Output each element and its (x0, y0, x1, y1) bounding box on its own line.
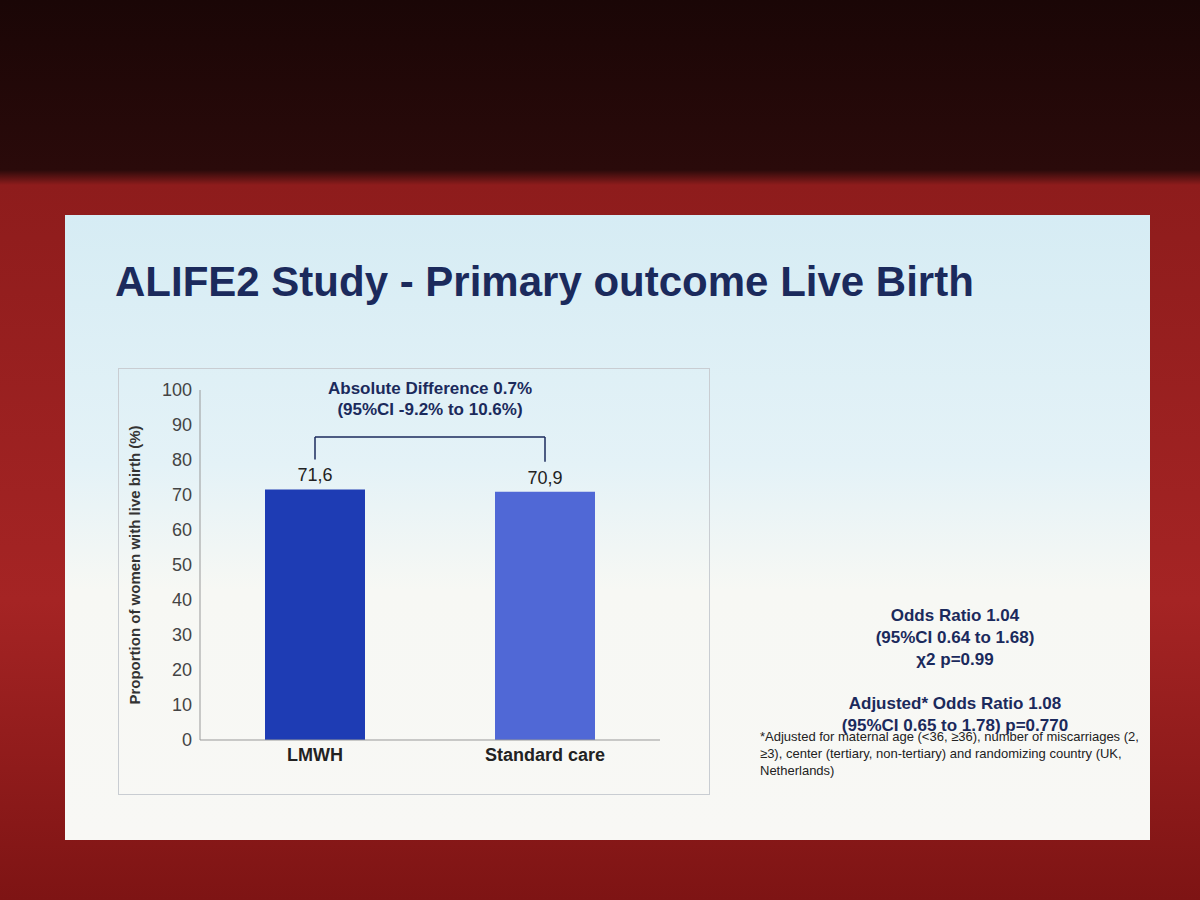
html-text:*Adjusted for maternal age (<3: *Adjusted for maternal age (<36, ≥36), n… (760, 729, 1139, 778)
svg-text:Standard care: Standard care (485, 745, 605, 765)
html-text:ALIFE2 Study - Primary outcome: ALIFE2 Study - Primary outcome Live Birt… (115, 258, 974, 305)
html-text:(95%CI 0.64 to 1.68): (95%CI 0.64 to 1.68) (875, 628, 1035, 647)
svg-text:10: 10 (172, 695, 192, 715)
svg-text:90: 90 (172, 415, 192, 435)
html-text:Absolute Difference 0.7%: Absolute Difference 0.7% (328, 379, 532, 398)
html-text:(95%CI 0.65 to 1.78) p=0.770: (95%CI 0.65 to 1.78) p=0.770 (841, 716, 1069, 735)
html-text:χ2 p=0.99: χ2 p=0.99 (916, 650, 994, 669)
svg-text:LMWH: LMWH (287, 745, 343, 765)
svg-text:50: 50 (172, 555, 192, 575)
svg-text:71,6: 71,6 (297, 465, 332, 485)
svg-text:60: 60 (172, 520, 192, 540)
svg-text:Proportion of women with live: Proportion of women with live birth (%) (126, 425, 143, 704)
html-text:Odds Ratio 1.04: Odds Ratio 1.04 (890, 606, 1020, 625)
html-text:Adjusted* Odds Ratio 1.08: Adjusted* Odds Ratio 1.08 (848, 694, 1062, 713)
svg-text:40: 40 (172, 590, 192, 610)
svg-text:30: 30 (172, 625, 192, 645)
svg-text:0: 0 (182, 730, 192, 750)
svg-text:20: 20 (172, 660, 192, 680)
svg-text:70,9: 70,9 (527, 468, 562, 488)
svg-text:100: 100 (162, 380, 192, 400)
svg-text:70: 70 (172, 485, 192, 505)
svg-text:80: 80 (172, 450, 192, 470)
html-text:(95%CI -9.2% to 10.6%): (95%CI -9.2% to 10.6%) (337, 400, 523, 419)
